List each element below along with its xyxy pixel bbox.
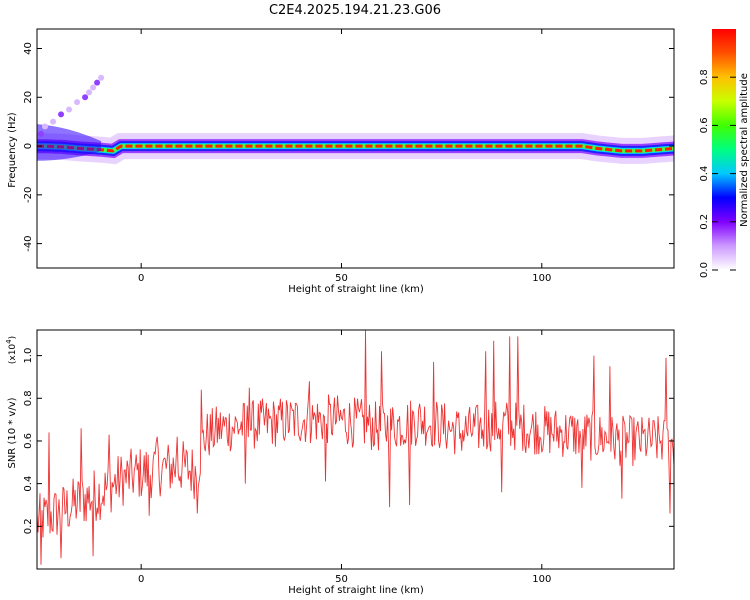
spectrogram-panel: 0 50 100 -40 -20 0 20 40 Height of straight lin…	[7, 28, 675, 295]
colorbar-tick-label: 0.0	[699, 262, 710, 278]
y-tick-label: 20	[23, 91, 34, 104]
spectrogram-point	[50, 118, 57, 125]
spectrogram-point	[74, 99, 81, 106]
spectrogram-x-label: Height of straight line (km)	[288, 284, 424, 295]
y-tick-label: 0	[23, 143, 34, 149]
y-tick-label: 0.4	[23, 476, 34, 492]
spectrogram-point	[66, 106, 73, 113]
snr-multiplier: (x104)	[5, 336, 18, 364]
y-tick-label: 40	[23, 42, 34, 55]
colorbar-tick-label: 0.6	[699, 117, 710, 133]
spectrogram-y-label: Frequency (Hz)	[7, 112, 18, 188]
spectrogram-ridge	[37, 144, 674, 153]
colorbar-tick-label: 0.4	[699, 166, 710, 182]
spectrogram-point	[38, 130, 45, 137]
snr-x-label: Height of straight line (km)	[288, 585, 424, 596]
colorbar-label: Normalized spectral amplitude	[739, 73, 750, 227]
y-tick-label: -40	[23, 235, 34, 251]
spectrogram-point	[94, 79, 101, 86]
spectrogram-frame	[36, 28, 675, 269]
x-tick-label: 0	[138, 273, 144, 284]
x-tick-label: 50	[335, 574, 348, 585]
snr-series-line	[37, 330, 674, 565]
colorbar-tick-label: 0.8	[699, 69, 710, 85]
svg-text:(x104): (x104)	[5, 336, 18, 364]
spectrogram-point	[90, 84, 97, 91]
figure-title: C2E4.2025.194.21.23.G06	[269, 3, 441, 18]
colorbar: 0.0 0.2 0.4 0.6 0.8 Normalized spectral ampl…	[699, 29, 750, 278]
snr-frame	[36, 329, 675, 570]
snr-panel: 0 50 100 0.2 0.4 0.6 0.8 1.0 Height of straight…	[5, 329, 675, 596]
spectrogram-point	[98, 74, 105, 81]
y-tick-label: 0.6	[23, 433, 34, 449]
spectrogram-point	[42, 123, 49, 130]
x-tick-label: 0	[138, 574, 144, 585]
x-tick-label: 100	[532, 574, 551, 585]
x-tick-label: 50	[335, 273, 348, 284]
y-tick-label: 0.2	[23, 518, 34, 534]
snr-multiplier-exp: 4	[5, 339, 13, 344]
x-tick-label: 100	[532, 273, 551, 284]
y-tick-label: -20	[23, 187, 34, 203]
spectrogram-point	[58, 111, 65, 118]
snr-y-label: SNR (10 * v/v)	[7, 397, 18, 468]
snr-multiplier-base: (x10	[8, 344, 18, 365]
snr-multiplier-suffix: )	[8, 336, 18, 340]
spectrogram-low-blob	[37, 124, 102, 161]
spectrogram-point	[86, 89, 93, 96]
y-tick-label: 1.0	[23, 348, 34, 364]
y-tick-label: 0.8	[23, 390, 34, 406]
colorbar-gradient	[712, 29, 736, 270]
colorbar-tick-label: 0.2	[699, 214, 710, 230]
spectrogram-point	[82, 94, 89, 101]
